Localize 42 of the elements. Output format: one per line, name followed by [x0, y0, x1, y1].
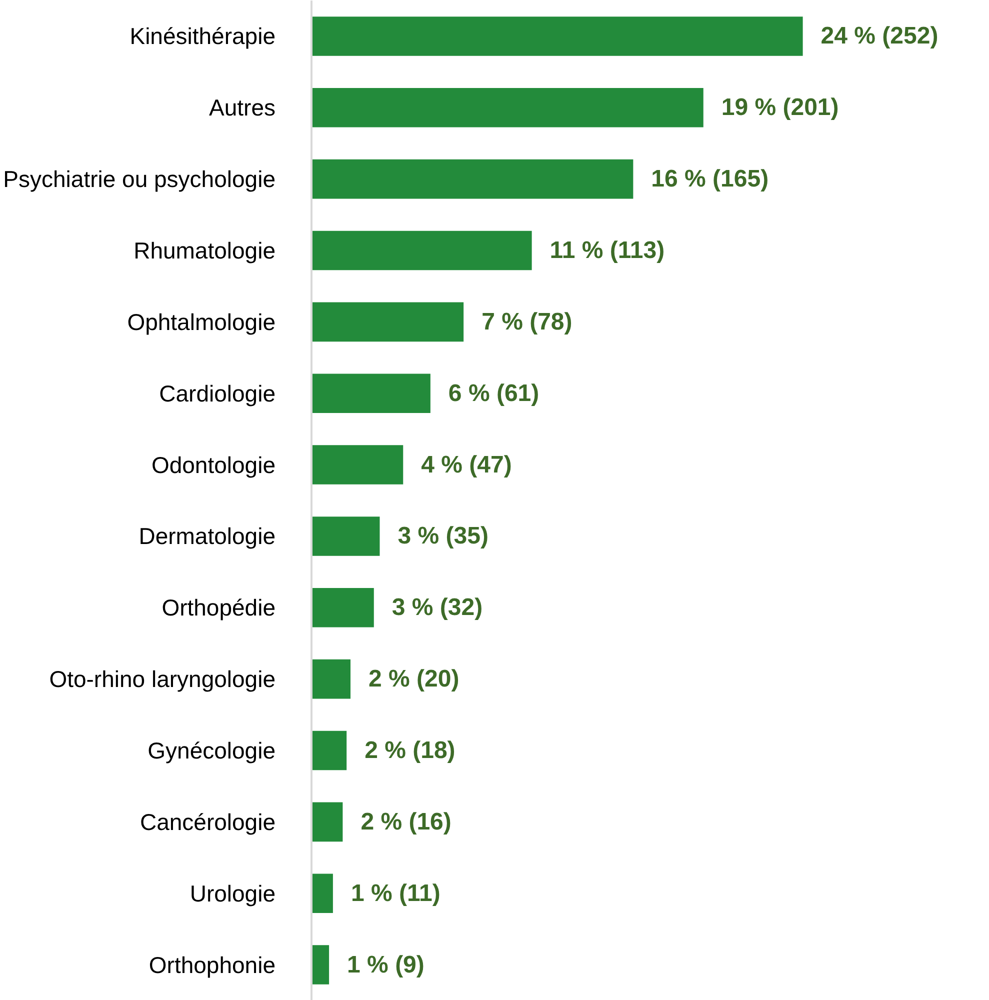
- data-label: 4 % (47): [421, 451, 512, 478]
- y-tick-label: Odontologie: [151, 452, 276, 478]
- data-label: 2 % (20): [368, 666, 460, 693]
- bar: [312, 374, 430, 413]
- bar: [312, 88, 704, 128]
- bar: [312, 302, 464, 342]
- bar: [312, 230, 532, 270]
- y-tick-label: Oto-rhino laryngologie: [49, 666, 276, 692]
- data-label: 19 % (201): [721, 94, 839, 122]
- data-label: 16 % (165): [651, 166, 769, 193]
- y-tick-label: Rhumatologie: [134, 238, 276, 264]
- y-tick-label: Cancérologie: [140, 808, 276, 835]
- bar: [312, 802, 343, 842]
- data-label: 1 % (11): [350, 880, 440, 907]
- data-label: 3 % (35): [398, 522, 488, 550]
- y-tick-label: Dermatologie: [138, 523, 276, 550]
- y-tick-label: Orthophonie: [148, 952, 276, 978]
- y-tick-label: Ophtalmologie: [127, 308, 276, 335]
- bar: [312, 945, 330, 984]
- bar: [312, 588, 374, 628]
- bar: [312, 516, 380, 556]
- data-label: 2 % (16): [360, 808, 452, 836]
- data-label: 3 % (32): [392, 594, 483, 622]
- data-label: 2 % (18): [364, 737, 456, 764]
- y-tick-label: Kinésithérapie: [130, 23, 276, 50]
- y-tick-label: Gynécologie: [148, 738, 276, 764]
- bar: [312, 159, 634, 199]
- data-label: 7 % (78): [482, 308, 572, 336]
- y-tick-label: Urologie: [190, 880, 276, 906]
- data-label: 6 % (61): [448, 380, 540, 407]
- bar: [312, 16, 803, 56]
- bar: [312, 659, 350, 699]
- y-tick-label: Psychiatrie ou psychologie: [3, 166, 276, 192]
- data-label: 11 % (113): [550, 237, 665, 264]
- bar: [312, 874, 333, 913]
- y-tick-label: Cardiologie: [159, 380, 276, 406]
- bar: [312, 445, 404, 484]
- y-tick-label: Orthopédie: [162, 594, 276, 621]
- data-label: 1 % (9): [347, 951, 424, 978]
- data-label: 24 % (252): [820, 22, 938, 50]
- y-tick-label: Autres: [209, 94, 276, 121]
- bar: [312, 730, 347, 770]
